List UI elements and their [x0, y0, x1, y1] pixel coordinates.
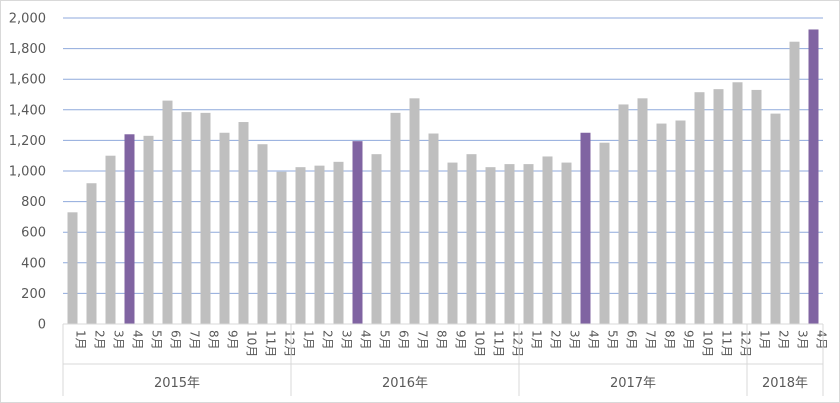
x-tick-label: 11月 — [264, 330, 278, 357]
bar — [599, 142, 610, 324]
bar — [333, 161, 344, 324]
y-tick-label: 1,200 — [9, 134, 46, 149]
bar — [580, 132, 591, 324]
bar — [789, 41, 800, 325]
x-tick-label: 1月 — [74, 330, 88, 350]
bar — [124, 134, 135, 324]
y-tick-label: 0 — [38, 318, 46, 333]
bar — [390, 112, 401, 324]
x-tick-label: 7月 — [644, 330, 658, 350]
x-tick-label: 5月 — [150, 330, 164, 350]
bar — [675, 120, 686, 324]
bar — [67, 212, 78, 324]
bar — [276, 171, 287, 324]
y-tick-label: 1,000 — [9, 165, 46, 180]
bar — [352, 141, 363, 324]
x-tick-label: 3月 — [568, 330, 582, 350]
bar — [732, 82, 743, 324]
bar — [86, 183, 97, 324]
x-tick-label: 2月 — [321, 330, 335, 350]
bar — [162, 100, 173, 325]
x-tick-label: 9月 — [682, 330, 696, 350]
bar — [409, 98, 420, 324]
bar — [371, 154, 382, 324]
bar — [808, 29, 819, 324]
x-tick-label: 5月 — [378, 330, 392, 350]
x-tick-label: 8月 — [435, 330, 449, 350]
bar — [428, 133, 439, 324]
x-tick-label: 9月 — [454, 330, 468, 350]
x-tick-label: 8月 — [663, 330, 677, 350]
x-tick-label: 1月 — [530, 330, 544, 350]
x-tick-label: 4月 — [131, 330, 145, 350]
x-tick-label: 1月 — [302, 330, 316, 350]
bar — [504, 164, 515, 324]
bar — [637, 98, 648, 324]
x-tick-label: 4月 — [587, 330, 601, 350]
bar — [713, 89, 724, 325]
y-tick-label: 1,400 — [9, 103, 46, 118]
x-tick-label: 2月 — [549, 330, 563, 350]
bar — [219, 132, 230, 324]
x-tick-label: 10月 — [473, 330, 487, 357]
year-label: 2018年 — [762, 376, 808, 391]
bar — [523, 164, 534, 324]
bar — [447, 162, 458, 324]
bar — [181, 112, 192, 324]
bar — [694, 92, 705, 324]
year-label: 2015年 — [154, 376, 200, 391]
bar — [314, 165, 325, 324]
x-tick-label: 3月 — [112, 330, 126, 350]
year-label: 2017年 — [610, 376, 656, 391]
bar — [561, 162, 572, 324]
x-tick-label: 5月 — [606, 330, 620, 350]
x-tick-label: 3月 — [340, 330, 354, 350]
x-tick-label: 8月 — [207, 330, 221, 350]
bar — [466, 154, 477, 324]
bar — [751, 89, 762, 324]
x-tick-label: 4月 — [815, 330, 829, 350]
x-tick-label: 3月 — [796, 330, 810, 350]
bar — [656, 123, 667, 324]
y-tick-label: 2,000 — [9, 12, 46, 27]
x-tick-label: 4月 — [359, 330, 373, 350]
x-tick-label: 9月 — [226, 330, 240, 350]
bar — [238, 122, 249, 324]
bar — [295, 167, 306, 324]
x-tick-label: 1月 — [758, 330, 772, 350]
bar — [770, 113, 781, 324]
y-tick-label: 200 — [21, 287, 46, 302]
x-tick-label: 10月 — [701, 330, 715, 357]
bar — [618, 104, 629, 324]
x-tick-label: 7月 — [188, 330, 202, 350]
x-tick-label: 10月 — [245, 330, 259, 357]
bar — [143, 135, 154, 324]
bar — [542, 156, 553, 324]
y-tick-label: 600 — [21, 226, 46, 241]
bar — [257, 144, 268, 324]
bar — [105, 155, 116, 324]
y-tick-label: 1,600 — [9, 73, 46, 88]
x-tick-label: 6月 — [397, 330, 411, 350]
x-tick-label: 2月 — [93, 330, 107, 350]
x-tick-label: 2月 — [777, 330, 791, 350]
x-tick-label: 6月 — [625, 330, 639, 350]
x-tick-label: 7月 — [416, 330, 430, 350]
x-tick-label: 12月 — [511, 330, 525, 357]
x-tick-label: 11月 — [720, 330, 734, 357]
bar — [200, 112, 211, 324]
y-tick-label: 800 — [21, 195, 46, 210]
x-tick-label: 11月 — [492, 330, 506, 357]
x-tick-label: 12月 — [739, 330, 753, 357]
bar — [485, 167, 496, 324]
y-tick-label: 1,800 — [9, 42, 46, 57]
y-tick-label: 400 — [21, 256, 46, 271]
year-label: 2016年 — [382, 376, 428, 391]
x-tick-label: 12月 — [283, 330, 297, 357]
x-tick-label: 6月 — [169, 330, 183, 350]
